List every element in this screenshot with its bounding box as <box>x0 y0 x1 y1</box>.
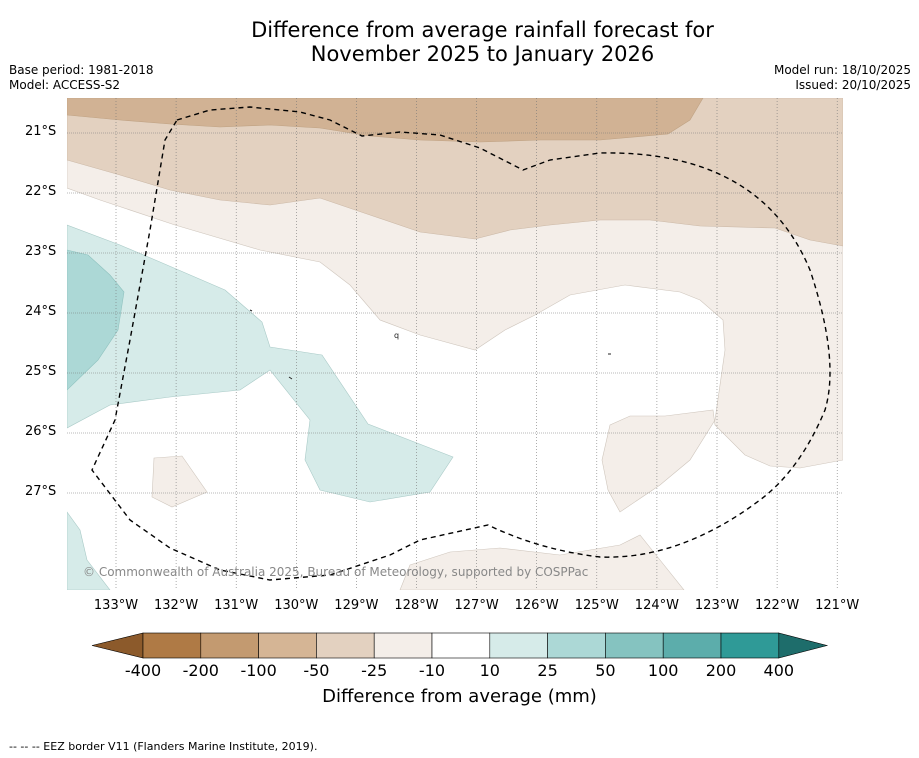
lat-label: 24°S <box>25 304 57 319</box>
colorbar-tick-label: 100 <box>647 661 679 680</box>
colorbar-segment <box>316 632 375 659</box>
title-line-2: November 2025 to January 2026 <box>310 42 655 66</box>
title-line-1: Difference from average rainfall forecas… <box>251 18 714 42</box>
lon-label: 132°W <box>154 598 199 613</box>
graticule <box>67 98 843 590</box>
lon-label: 125°W <box>574 598 619 613</box>
colorbar-tick-label: -25 <box>361 661 388 680</box>
tiny-artifact-3 <box>249 309 253 312</box>
colorbar-tick-label: 200 <box>705 661 737 680</box>
colorbar-segment <box>200 632 259 659</box>
colorbar-tick-label: 10 <box>479 661 500 680</box>
lon-label: 130°W <box>274 598 319 613</box>
patch-minus-10-south <box>399 534 685 590</box>
colorbar-segment <box>489 632 548 659</box>
stray-label: q <box>394 331 399 340</box>
lon-label: 126°W <box>514 598 559 613</box>
base-period: Base period: 1981-2018 <box>9 63 154 77</box>
band-plus-10 <box>67 224 454 503</box>
model-name: Model: ACCESS-S2 <box>9 78 121 92</box>
lon-label: 124°W <box>634 598 679 613</box>
colorbar-extend-high <box>778 632 829 659</box>
colorbar-tick-label: -50 <box>303 661 330 680</box>
lat-label: 25°S <box>25 364 57 379</box>
colorbar-tick-label: -10 <box>418 661 446 680</box>
lat-label: 21°S <box>25 124 57 139</box>
lat-label: 27°S <box>25 484 57 499</box>
copyright-notice: © Commonwealth of Australia 2025, Bureau… <box>83 565 589 579</box>
model-run: Model run: 18/10/2025 <box>773 63 911 77</box>
patch-plus-10-south <box>67 511 111 590</box>
eez-footer: -- -- -- EEZ border V11 (Flanders Marine… <box>9 740 318 753</box>
lat-label: 22°S <box>25 184 57 199</box>
meta-left: Base period: 1981-2018 Model: ACCESS-S2 <box>9 63 154 93</box>
meta-right: Model run: 18/10/2025 Issued: 20/10/2025 <box>774 63 911 93</box>
colorbar-segment <box>605 632 664 659</box>
lon-label: 123°W <box>694 598 740 613</box>
colorbar-tick-label: 50 <box>595 661 616 680</box>
colorbar-tick-label: 400 <box>763 661 795 680</box>
tiny-artifact-2 <box>288 376 293 380</box>
map-area: q <box>67 98 843 590</box>
colorbar-tick-label: -200 <box>182 661 219 680</box>
colorbar-segment <box>662 632 722 659</box>
band-minus-50 <box>67 98 704 143</box>
lon-label: 133°W <box>93 598 139 613</box>
colorbar-extend-low <box>91 632 144 659</box>
band-plus-25 <box>67 249 125 391</box>
colorbar-title: Difference from average (mm) <box>322 686 597 707</box>
colorbar-segment <box>547 632 606 659</box>
colorbar-segment <box>258 632 317 659</box>
eez-border <box>91 106 831 581</box>
colorbar-segment <box>142 632 202 659</box>
lon-label: 129°W <box>334 598 379 613</box>
lon-label: 122°W <box>755 598 800 613</box>
colorbar-tick-label: -100 <box>240 661 277 680</box>
patch-minus-10-west <box>151 455 208 508</box>
colorbar-segment <box>373 632 433 659</box>
lon-label: 127°W <box>454 598 499 613</box>
colorbar <box>91 632 829 659</box>
colorbar-segment <box>720 632 780 659</box>
colorbar-segment <box>431 632 491 659</box>
lat-label: 23°S <box>25 244 57 259</box>
lon-label: 121°W <box>815 598 860 613</box>
colorbar-tick-label: 25 <box>537 661 558 680</box>
lon-label: 128°W <box>394 598 439 613</box>
lon-label: 131°W <box>214 598 259 613</box>
colorbar-tick-label: -400 <box>124 661 162 680</box>
map-title: Difference from average rainfall forecas… <box>0 18 919 66</box>
lat-label: 26°S <box>25 424 57 439</box>
issued-date: Issued: 20/10/2025 <box>795 78 911 92</box>
